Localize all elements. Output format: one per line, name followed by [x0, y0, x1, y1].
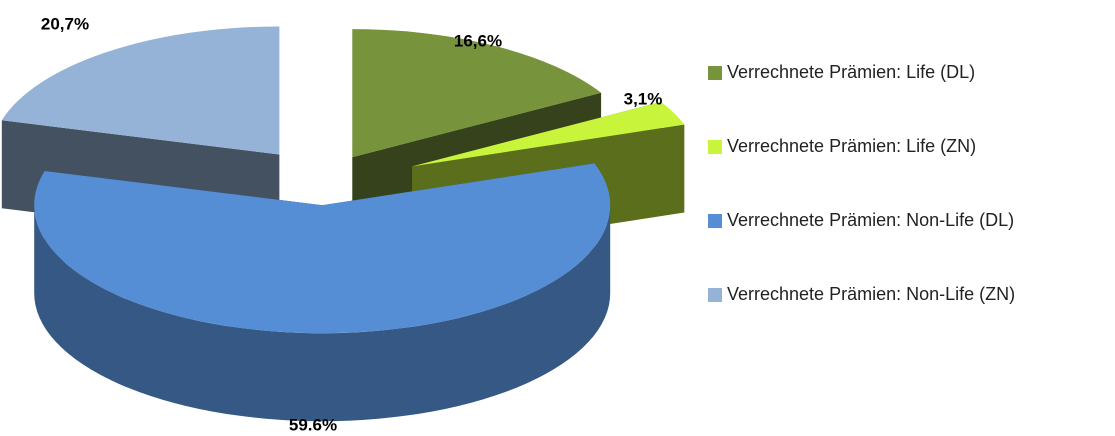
- slice-top: [352, 29, 602, 158]
- legend-label: Verrechnete Prämien: Non-Life (ZN): [727, 284, 1015, 304]
- legend-label: Verrechnete Prämien: Life (DL): [727, 62, 975, 82]
- slice: [34, 163, 611, 422]
- legend-swatch: [708, 214, 722, 228]
- slice-top: [412, 101, 685, 167]
- data-label: 20,7%: [41, 14, 89, 33]
- slice-side: [34, 205, 611, 422]
- legend-label: Verrechnete Prämien: Life (ZN): [727, 136, 976, 156]
- legend-swatch: [708, 288, 722, 302]
- data-label: 59.6%: [289, 415, 337, 434]
- data-label: 16,6%: [454, 31, 502, 50]
- legend-label: Verrechnete Prämien: Non-Life (DL): [727, 210, 1014, 230]
- slice-top: [34, 163, 611, 334]
- legend-swatch: [708, 140, 722, 154]
- legend-swatch: [708, 66, 722, 80]
- data-label: 3,1%: [624, 89, 663, 108]
- slice-top: [1, 26, 280, 155]
